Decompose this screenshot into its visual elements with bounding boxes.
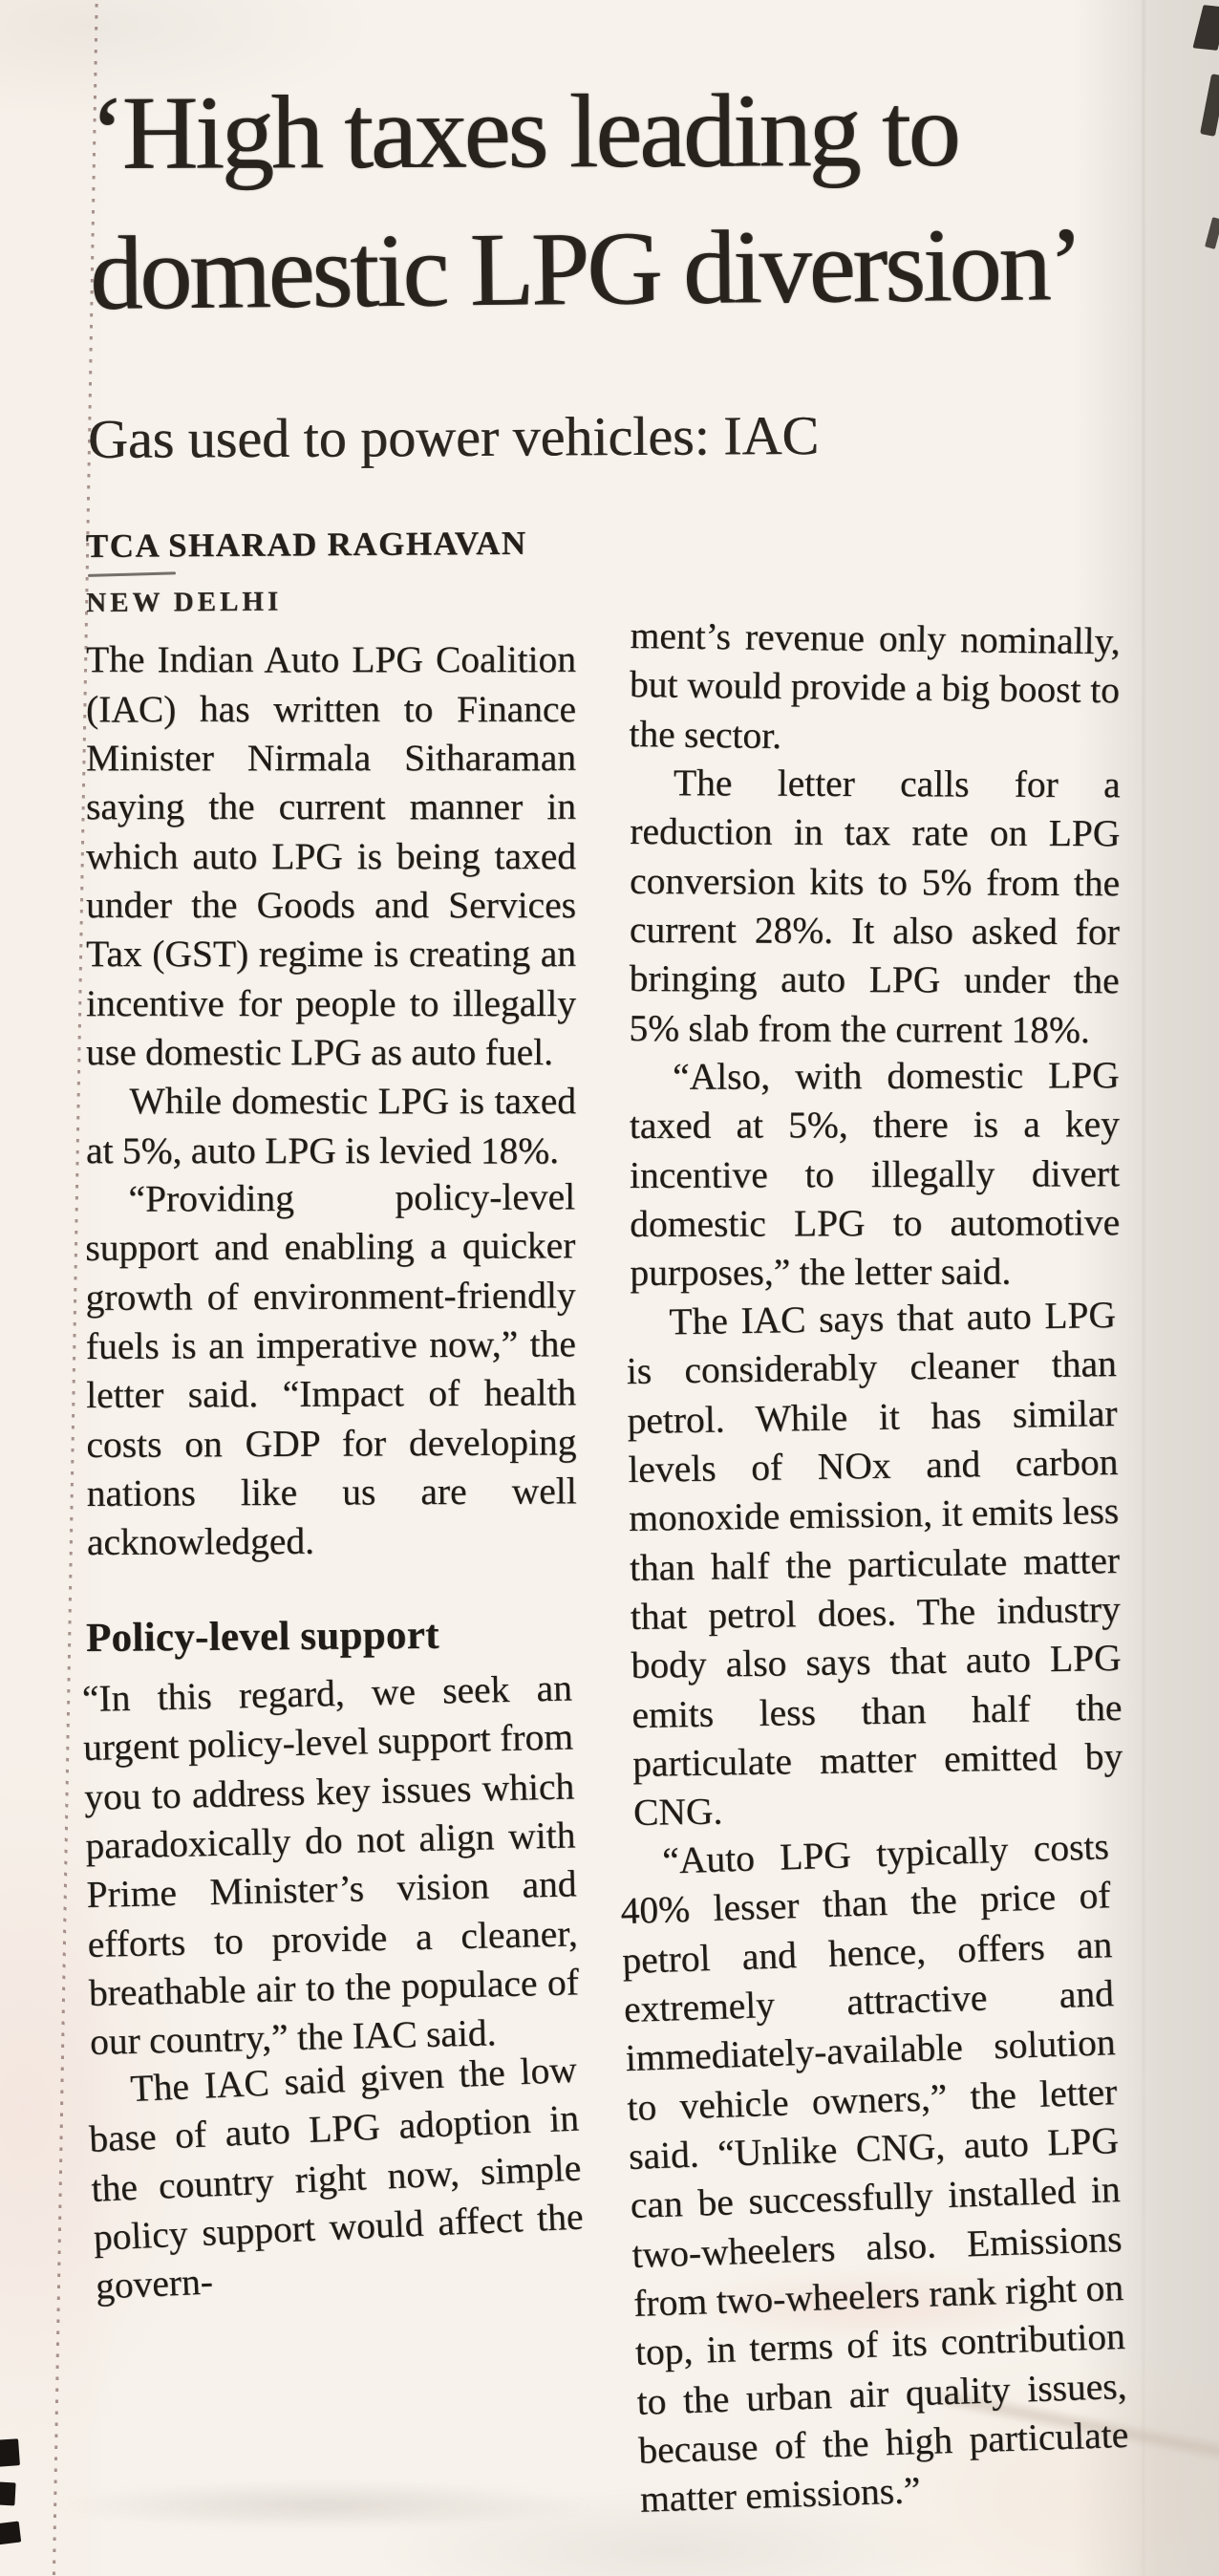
headline: ‘High taxes leading to domestic LPG diver…: [89, 63, 1120, 345]
paragraph: The letter calls for a reduction in tax …: [629, 762, 1121, 1052]
scan-smudge: [669, 2266, 1080, 2343]
article-columns: TCA SHARAD RAGHAVAN NEW DELHI The Indian…: [81, 525, 1129, 2524]
byline-block: TCA SHARAD RAGHAVAN NEW DELHI: [86, 525, 577, 623]
byline-rule: [87, 572, 177, 578]
byline: TCA SHARAD RAGHAVAN: [85, 525, 527, 566]
section-heading: Policy-level support: [85, 1612, 439, 1661]
scan-smudge: [53, 2480, 597, 2530]
paragraph: ment’s revenue only nominally, but would…: [629, 614, 1121, 758]
headline-line-2: domestic LPG diversion’: [89, 205, 1081, 333]
paragraph: “In this regard, we seek an urgent polic…: [81, 1666, 580, 2064]
dateline: NEW DELHI: [86, 587, 283, 619]
headline-line-1: ‘High taxes leading to: [89, 71, 958, 191]
paragraph: The Indian Auto LPG Coalition (IAC) has …: [86, 638, 576, 1074]
paragraph: The IAC says that auto LPG is considerab…: [626, 1294, 1123, 1835]
left-column: TCA SHARAD RAGHAVAN NEW DELHI The Indian…: [81, 525, 584, 2524]
paragraph: “Auto LPG typically costs 40% lesser tha…: [619, 1825, 1129, 2522]
subheadline: Gas used to power vehicles: IAC: [87, 403, 820, 470]
paragraph: “Also, with domestic LPG taxed at 5%, th…: [629, 1054, 1121, 1295]
paragraph: While domestic LPG is taxed at 5%, auto …: [86, 1080, 576, 1171]
paragraph: The IAC said given the low base of auto …: [88, 2049, 585, 2308]
right-column: ment’s revenue only nominally, but would…: [620, 527, 1129, 2524]
page-fold-crease: [1143, 0, 1144, 2576]
paragraph: “Providing policy-level support and enab…: [85, 1175, 577, 1564]
